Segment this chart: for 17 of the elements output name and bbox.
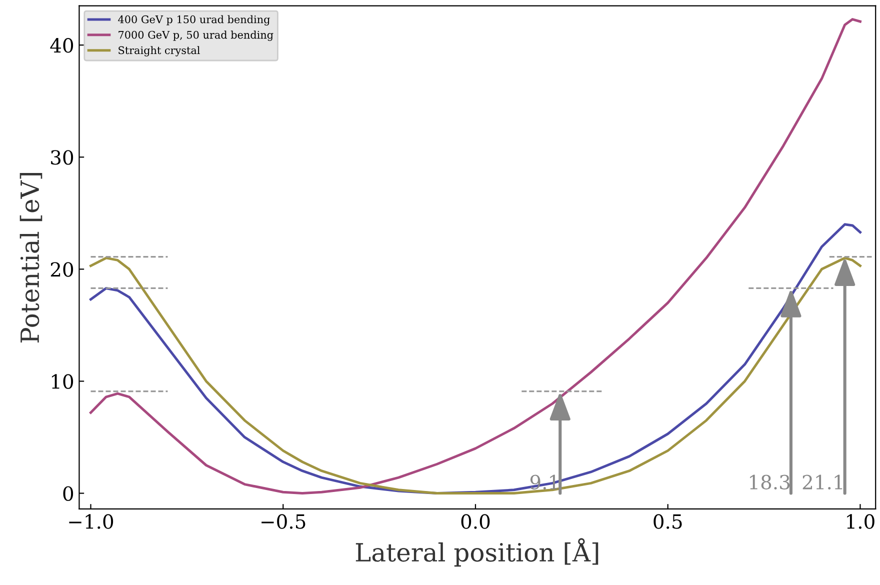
- legend-label: Straight crystal: [118, 46, 200, 56]
- x-tick-label: 0.5: [654, 514, 682, 529]
- annotation: 21.1: [802, 474, 842, 490]
- y-tick-label: 0: [63, 486, 74, 501]
- y-tick-label: 20: [50, 262, 74, 277]
- y-tick-label: 40: [50, 38, 74, 53]
- y-tick-label: 10: [52, 374, 74, 389]
- x-tick-label: −1.0: [69, 514, 114, 529]
- x-tick-label: 0.0: [461, 514, 490, 529]
- legend-label: 7000 GeV p, 50 urad bending: [118, 30, 274, 41]
- y-tick-label: 30: [51, 150, 74, 165]
- legend-label: 400 GeV p 150 urad bending: [118, 15, 270, 26]
- x-tick-label: −0.5: [262, 514, 306, 529]
- y-axis-title: Potential [eV]: [20, 173, 42, 343]
- x-tick-label: 1.0: [847, 514, 874, 529]
- annotation: 18.3: [750, 474, 790, 490]
- x-axis-title: Lateral position [Å]: [356, 538, 598, 567]
